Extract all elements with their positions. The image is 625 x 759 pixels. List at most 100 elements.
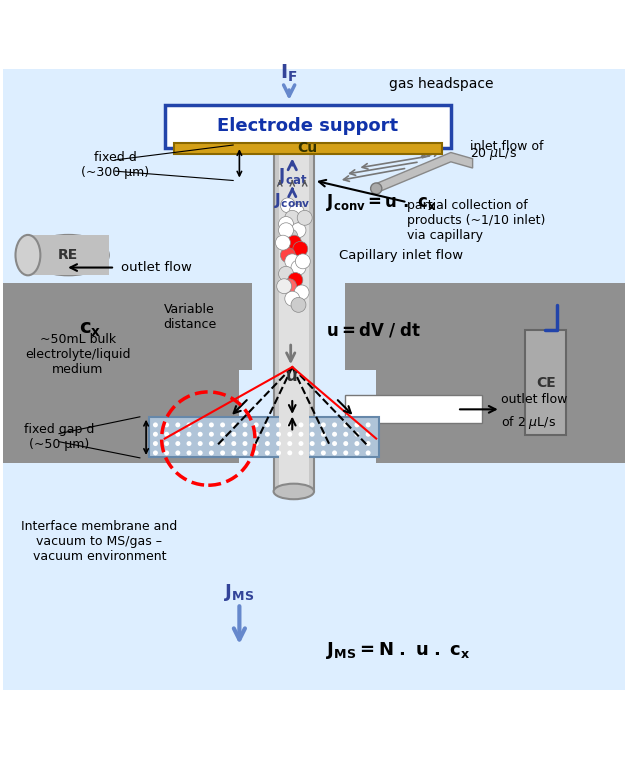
Circle shape	[321, 441, 326, 446]
Text: $\mathbf{J_{conv}}$: $\mathbf{J_{conv}}$	[274, 191, 311, 210]
Circle shape	[164, 441, 169, 446]
Text: $\mathbf{u}$: $\mathbf{u}$	[284, 367, 297, 385]
Circle shape	[198, 441, 202, 446]
Text: $\mathbf{c_x}$: $\mathbf{c_x}$	[79, 320, 101, 339]
Circle shape	[296, 254, 310, 269]
Circle shape	[276, 450, 281, 455]
Circle shape	[186, 432, 191, 436]
Circle shape	[354, 432, 359, 436]
Circle shape	[294, 285, 309, 300]
Circle shape	[265, 423, 270, 427]
Circle shape	[198, 423, 202, 427]
Bar	[345, 395, 482, 423]
Ellipse shape	[28, 235, 109, 276]
Text: $\mathbf{J_{conv} = u\ .\ c_x}$: $\mathbf{J_{conv} = u\ .\ c_x}$	[326, 192, 437, 213]
FancyBboxPatch shape	[165, 105, 451, 148]
Circle shape	[231, 423, 236, 427]
Circle shape	[281, 247, 296, 263]
Circle shape	[186, 423, 191, 427]
Text: fixed d
(~300 μm): fixed d (~300 μm)	[81, 151, 149, 179]
Ellipse shape	[274, 483, 314, 499]
Circle shape	[299, 423, 304, 427]
Text: RE: RE	[58, 248, 79, 262]
Circle shape	[279, 223, 294, 238]
Text: $\mathbf{J_{MS}}$: $\mathbf{J_{MS}}$	[224, 582, 254, 603]
Circle shape	[332, 450, 337, 455]
Circle shape	[231, 441, 236, 446]
Circle shape	[209, 450, 214, 455]
Circle shape	[299, 441, 304, 446]
Circle shape	[366, 432, 371, 436]
Bar	[376, 370, 625, 464]
Text: ~50mL bulk
electrolyte/liquid
medium: ~50mL bulk electrolyte/liquid medium	[25, 333, 131, 376]
Circle shape	[299, 432, 304, 436]
Bar	[149, 417, 379, 457]
Circle shape	[279, 266, 294, 282]
Circle shape	[321, 432, 326, 436]
Circle shape	[343, 432, 348, 436]
Circle shape	[276, 432, 281, 436]
Circle shape	[242, 441, 248, 446]
Circle shape	[288, 272, 303, 288]
Text: $\mathbf{u = dV\ /\ dt}$: $\mathbf{u = dV\ /\ dt}$	[326, 320, 422, 339]
Circle shape	[288, 441, 292, 446]
Text: $\mathbf{J_{MS} = N\ .\ u\ .\ c_x}$: $\mathbf{J_{MS} = N\ .\ u\ .\ c_x}$	[326, 640, 471, 660]
Circle shape	[277, 279, 292, 294]
Circle shape	[285, 210, 300, 225]
Circle shape	[176, 432, 180, 436]
Circle shape	[153, 450, 158, 455]
Circle shape	[285, 254, 300, 269]
Text: 20 $\mu$L/s: 20 $\mu$L/s	[469, 146, 516, 162]
Text: Variable
distance: Variable distance	[163, 304, 216, 332]
Circle shape	[309, 432, 314, 436]
Text: $\mathbf{I_F}$: $\mathbf{I_F}$	[281, 63, 298, 84]
Circle shape	[298, 210, 312, 225]
Circle shape	[288, 450, 292, 455]
Circle shape	[209, 432, 214, 436]
Circle shape	[276, 423, 281, 427]
Circle shape	[186, 450, 191, 455]
Circle shape	[254, 423, 259, 427]
Circle shape	[220, 450, 225, 455]
Circle shape	[242, 423, 248, 427]
Circle shape	[153, 423, 158, 427]
Circle shape	[343, 441, 348, 446]
Circle shape	[282, 279, 297, 294]
Circle shape	[176, 450, 180, 455]
Circle shape	[332, 432, 337, 436]
Circle shape	[164, 450, 169, 455]
Circle shape	[276, 235, 291, 250]
Ellipse shape	[16, 235, 41, 276]
Circle shape	[291, 223, 306, 238]
Bar	[3, 370, 239, 464]
Circle shape	[276, 441, 281, 446]
Bar	[3, 283, 625, 370]
Ellipse shape	[371, 183, 382, 194]
Circle shape	[254, 441, 259, 446]
Circle shape	[164, 432, 169, 436]
Circle shape	[176, 441, 180, 446]
Text: inlet flow of: inlet flow of	[469, 140, 543, 153]
Circle shape	[265, 441, 270, 446]
Circle shape	[354, 450, 359, 455]
Circle shape	[293, 241, 308, 257]
Circle shape	[198, 432, 202, 436]
Circle shape	[366, 450, 371, 455]
Circle shape	[366, 441, 371, 446]
Circle shape	[209, 441, 214, 446]
Circle shape	[366, 423, 371, 427]
Circle shape	[242, 450, 248, 455]
Circle shape	[265, 450, 270, 455]
Circle shape	[153, 441, 158, 446]
Circle shape	[332, 423, 337, 427]
Circle shape	[209, 423, 214, 427]
Text: Electrode support: Electrode support	[217, 118, 398, 135]
Text: Cu: Cu	[298, 141, 318, 155]
Circle shape	[289, 204, 304, 219]
Circle shape	[164, 423, 169, 427]
Text: fixed gap d
(~50 μm): fixed gap d (~50 μm)	[24, 424, 94, 452]
Circle shape	[321, 423, 326, 427]
Circle shape	[265, 432, 270, 436]
Text: CE: CE	[536, 376, 556, 389]
Circle shape	[231, 450, 236, 455]
